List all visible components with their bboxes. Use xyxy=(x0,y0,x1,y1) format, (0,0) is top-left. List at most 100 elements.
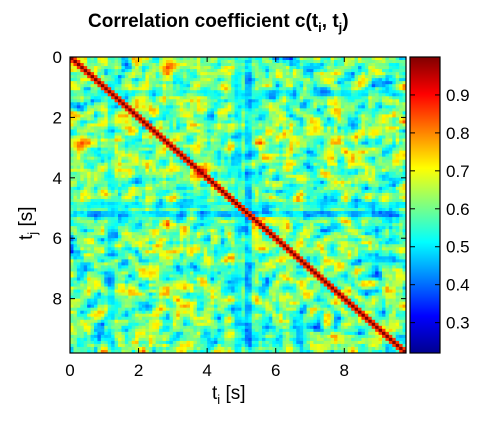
heatmap-cell xyxy=(97,208,102,212)
heatmap-cell xyxy=(200,150,205,155)
heatmap-cell xyxy=(190,159,194,164)
heatmap-cell xyxy=(364,129,369,133)
heatmap-cell xyxy=(217,186,222,191)
heatmap-cell xyxy=(121,132,126,136)
heatmap-cell xyxy=(313,75,318,79)
heatmap-cell xyxy=(104,123,109,127)
heatmap-cell xyxy=(388,132,393,136)
heatmap-cell xyxy=(361,126,366,130)
heatmap-cell xyxy=(162,192,167,197)
heatmap-cell xyxy=(330,138,335,142)
heatmap-cell xyxy=(399,69,403,73)
heatmap-cell xyxy=(169,99,174,103)
heatmap-cell xyxy=(251,205,256,209)
heatmap-cell xyxy=(220,135,225,139)
heatmap-cell xyxy=(330,147,335,152)
heatmap-cell xyxy=(279,208,283,212)
heatmap-cell xyxy=(392,135,397,139)
heatmap-cell xyxy=(238,75,242,79)
heatmap-cell xyxy=(375,84,379,88)
heatmap-cell xyxy=(354,102,359,106)
heatmap-cell xyxy=(334,201,338,206)
heatmap-cell xyxy=(258,159,263,164)
heatmap-cell xyxy=(368,57,373,61)
heatmap-cell xyxy=(238,150,242,155)
heatmap-cell xyxy=(395,120,400,124)
heatmap-cell xyxy=(358,208,362,212)
heatmap-cell xyxy=(337,57,342,61)
heatmap-cell xyxy=(148,201,153,206)
heatmap-cell xyxy=(227,57,232,61)
heatmap-cell xyxy=(238,141,242,145)
heatmap-cell xyxy=(166,75,170,79)
heatmap-cell xyxy=(382,96,386,100)
heatmap-cell xyxy=(344,189,349,194)
heatmap-cell xyxy=(142,90,146,94)
heatmap-cell xyxy=(258,144,263,149)
heatmap-cell xyxy=(378,129,383,133)
heatmap-cell xyxy=(334,111,338,115)
heatmap-cell xyxy=(172,81,177,85)
heatmap-cell xyxy=(214,198,218,203)
heatmap-cell xyxy=(169,192,174,197)
heatmap-cell xyxy=(303,208,307,212)
heatmap-cell xyxy=(183,69,187,73)
heatmap-cell xyxy=(70,120,74,124)
heatmap-cell xyxy=(135,87,139,91)
heatmap-cell xyxy=(118,159,122,164)
heatmap-cell xyxy=(190,63,194,67)
heatmap-cell xyxy=(392,60,397,64)
heatmap-cell xyxy=(382,75,386,79)
heatmap-cell xyxy=(155,144,160,149)
heatmap-cell xyxy=(97,75,102,79)
heatmap-cell xyxy=(118,78,122,82)
heatmap-cell xyxy=(207,114,211,118)
heatmap-cell xyxy=(351,165,355,170)
heatmap-cell xyxy=(121,165,126,170)
heatmap-cell xyxy=(214,162,218,167)
heatmap-cell xyxy=(179,183,184,188)
heatmap-cell xyxy=(361,102,366,106)
heatmap-cell xyxy=(375,162,379,167)
heatmap-cell xyxy=(323,126,328,130)
heatmap-cell xyxy=(306,192,311,197)
heatmap-cell xyxy=(76,120,81,124)
heatmap-cell xyxy=(169,87,174,91)
heatmap-cell xyxy=(179,99,184,103)
heatmap-cell xyxy=(303,150,307,155)
heatmap-cell xyxy=(190,141,194,145)
heatmap-cell xyxy=(97,105,102,109)
heatmap-cell xyxy=(286,177,290,182)
heatmap-cell xyxy=(183,117,187,121)
heatmap-cell xyxy=(162,153,167,158)
heatmap-cell xyxy=(292,159,297,164)
heatmap-cell xyxy=(94,123,98,127)
heatmap-cell xyxy=(159,120,163,124)
heatmap-cell xyxy=(275,90,280,94)
heatmap-cell xyxy=(385,126,390,130)
heatmap-cell xyxy=(392,105,397,109)
heatmap-cell xyxy=(131,99,136,103)
heatmap-cell xyxy=(148,147,153,152)
heatmap-cell xyxy=(255,114,259,118)
heatmap-cell xyxy=(210,84,215,88)
heatmap-cell xyxy=(354,177,359,182)
heatmap-cell xyxy=(296,96,301,100)
heatmap-cell xyxy=(234,135,239,139)
heatmap-cell xyxy=(296,120,301,124)
heatmap-cell xyxy=(203,189,208,194)
heatmap-cell xyxy=(128,208,133,212)
heatmap-cell xyxy=(111,81,115,85)
heatmap-cell xyxy=(248,174,253,179)
heatmap-cell xyxy=(217,117,222,121)
heatmap-cell xyxy=(214,147,218,152)
heatmap-cell xyxy=(334,186,338,191)
heatmap-cell xyxy=(292,192,297,197)
heatmap-cell xyxy=(186,87,191,91)
heatmap-cell xyxy=(227,60,232,64)
heatmap-cell xyxy=(183,156,187,161)
heatmap-cell xyxy=(148,192,153,197)
heatmap-cell xyxy=(118,205,122,209)
heatmap-cell xyxy=(210,162,215,167)
heatmap-cell xyxy=(193,129,198,133)
